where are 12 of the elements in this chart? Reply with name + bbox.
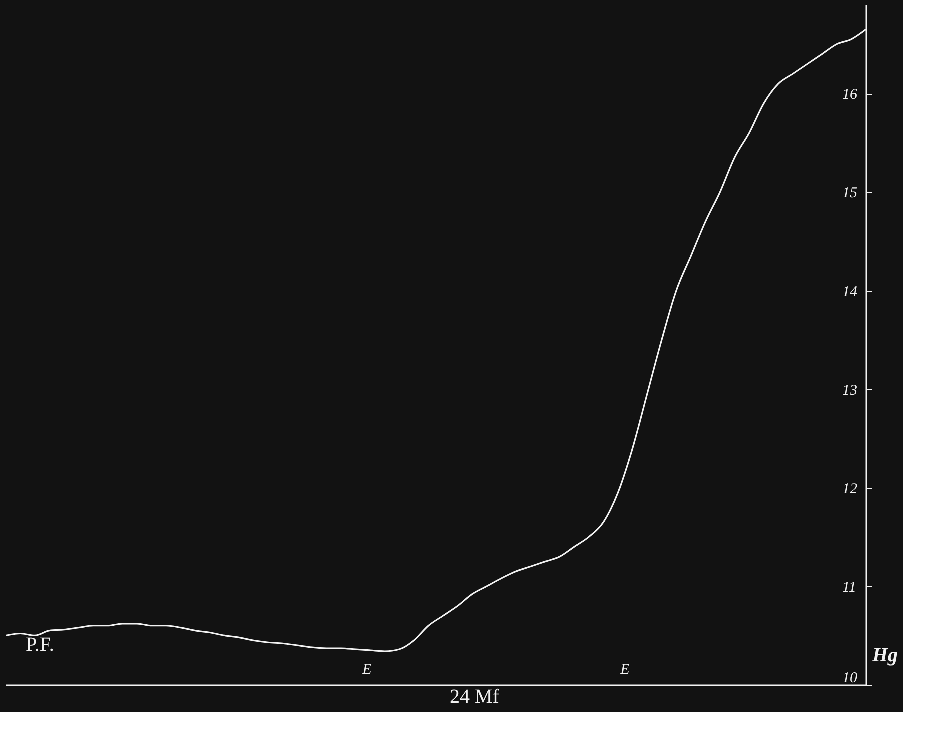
y-tick-label: 16 <box>842 87 858 104</box>
y-axis-title: Hg <box>872 644 898 666</box>
y-tick-label: 14 <box>842 284 858 300</box>
y-tick-label: 13 <box>842 382 858 399</box>
y-tick-label: 11 <box>842 580 856 596</box>
text: 24 Mf <box>450 686 500 708</box>
y-tick-label: 12 <box>842 481 858 498</box>
y-tick-label: 15 <box>842 186 858 202</box>
annotation: E <box>362 662 372 678</box>
annotation: E <box>620 662 630 678</box>
y-tick-label: 10 <box>842 670 858 686</box>
annotation: P.F. <box>26 634 54 656</box>
